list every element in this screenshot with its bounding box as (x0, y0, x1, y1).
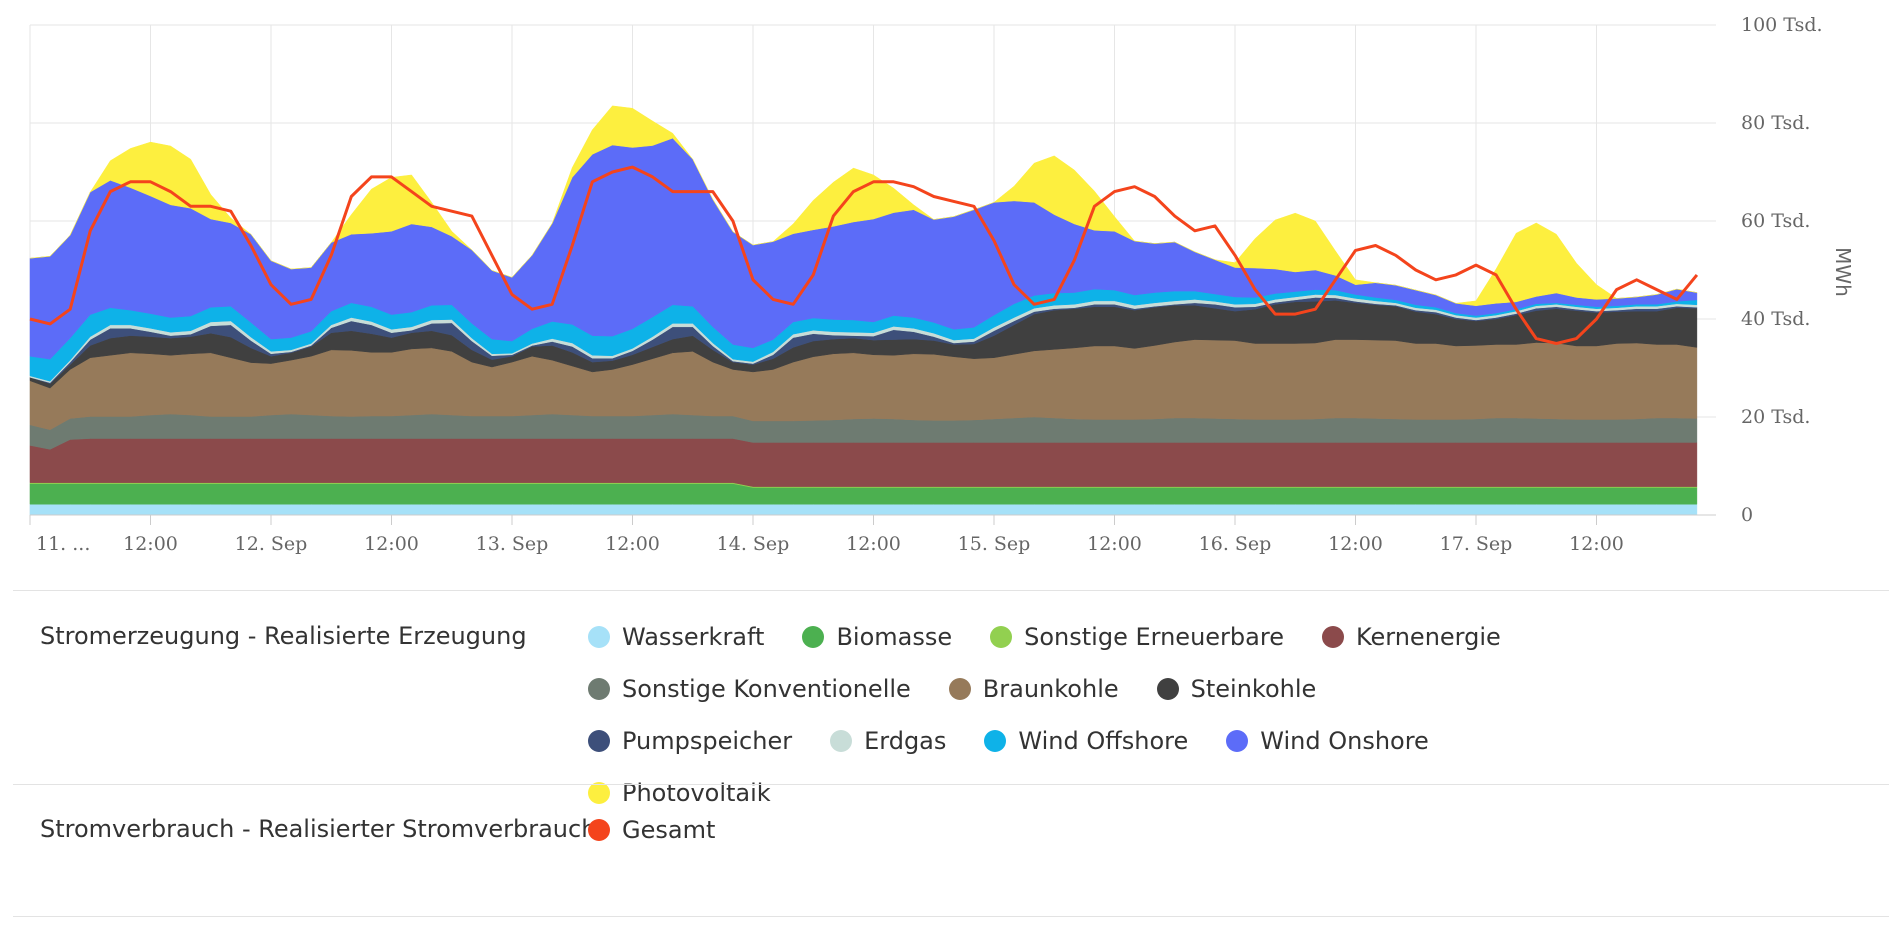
legend-dot-icon (990, 626, 1013, 648)
legend-dot-icon (1321, 626, 1344, 648)
legend-item-label: Wind Onshore (1260, 727, 1429, 755)
x-tick-label: 12:00 (1328, 533, 1383, 555)
legend-dot-icon (830, 730, 853, 752)
legend-item-sonstige-erneuerbare[interactable]: Sonstige Erneuerbare (990, 611, 1284, 663)
x-tick-label: 12:00 (1569, 533, 1624, 555)
legend-item-braunkohle[interactable]: Braunkohle (948, 663, 1119, 715)
legend-item-erdgas[interactable]: Erdgas (830, 715, 946, 767)
y-tick-label: 20 Tsd. (1741, 406, 1810, 428)
legend-dot-icon (588, 819, 610, 841)
legend-item-photovoltaik[interactable]: Photovoltaik (588, 767, 771, 819)
x-tick-label: 12:00 (123, 533, 178, 555)
legend-dot-icon (588, 730, 610, 752)
legend-item-label: Pumpspeicher (622, 727, 793, 755)
legend-item-label: Sonstige Konventionelle (622, 675, 911, 703)
legend-item-label: Braunkohle (982, 675, 1119, 703)
chart: 11. ... 12:00 12. Sep 12:00 13. Sep 12:00 14. … (29, 14, 1855, 555)
x-tick-label: 16. Sep (1199, 533, 1272, 555)
legend-item-label: Photovoltaik (622, 779, 771, 807)
legend-item-wind-onshore[interactable]: Wind Onshore (1226, 715, 1429, 767)
area-series-layer (29, 105, 1698, 516)
legend-items-consumption: Gesamt (588, 804, 1588, 856)
legend-item-wasserkraft[interactable]: Wasserkraft (588, 611, 764, 663)
axes: 11. ... 12:00 12. Sep 12:00 13. Sep 12:00 14. … (29, 14, 1823, 555)
legend-item-label: Sonstige Erneuerbare (1024, 623, 1284, 651)
legend-item-label: Erdgas (864, 727, 947, 755)
legend-item-biomasse[interactable]: Biomasse (802, 611, 952, 663)
y-tick-label: 80 Tsd. (1741, 112, 1810, 134)
legend-dot-icon (588, 782, 610, 804)
legend-item-label: Kernenergie (1355, 623, 1501, 651)
x-tick-label: 14. Sep (717, 533, 790, 555)
legend-item-gesamt[interactable]: Gesamt (588, 804, 715, 856)
legend-dot-icon (802, 626, 825, 648)
legend-item-label: Steinkohle (1190, 675, 1317, 703)
legend-dot-icon (588, 678, 610, 700)
legend-dot-icon (984, 730, 1007, 752)
area-kernenergie[interactable] (29, 438, 1698, 487)
legend-item-pumpspeicher[interactable]: Pumpspeicher (588, 715, 792, 767)
line-gesamt[interactable] (29, 165, 1699, 345)
area-wasserkraft[interactable] (29, 503, 1698, 516)
legend-item-label: Wasserkraft (622, 623, 765, 651)
x-tick-label: 15. Sep (958, 533, 1031, 555)
legend-item-steinkohle[interactable]: Steinkohle (1156, 663, 1317, 715)
legend-dot-icon (1156, 678, 1179, 700)
x-tick-label: 17. Sep (1440, 533, 1513, 555)
y-tick-label: 40 Tsd. (1741, 308, 1810, 330)
divider (13, 916, 1889, 917)
divider (13, 784, 1889, 785)
y-axis-label: MWh (1831, 247, 1855, 297)
legend-dot-icon (1226, 730, 1249, 752)
y-tick-label: 0 (1741, 504, 1753, 526)
x-tick-label: 12:00 (364, 533, 419, 555)
legend-group-label-generation: Stromerzeugung - Realisierte Erzeugung (40, 622, 527, 650)
legend-dot-icon (588, 626, 610, 648)
x-tick-label: 12:00 (1087, 533, 1142, 555)
y-tick-label: 60 Tsd. (1741, 210, 1810, 232)
divider (13, 590, 1889, 591)
line-series-layer (29, 165, 1699, 345)
legend-item-sonstige-konventionelle[interactable]: Sonstige Konventionelle (588, 663, 911, 715)
legend-item-label: Gesamt (622, 816, 716, 844)
legend-item-label: Wind Offshore (1018, 727, 1189, 755)
legend-items-generation: Wasserkraft Biomasse Sonstige Erneuerbare K… (588, 611, 1588, 819)
y-tick-label: 100 Tsd. (1741, 14, 1823, 36)
x-tick-label: 12:00 (846, 533, 901, 555)
x-tick-label: 12. Sep (235, 533, 308, 555)
x-tick-label: 13. Sep (476, 533, 549, 555)
legend-item-label: Biomasse (836, 623, 953, 651)
legend-item-kernenergie[interactable]: Kernenergie (1321, 611, 1501, 663)
x-tick-label: 11. ... (36, 533, 90, 555)
legend-group-label-consumption: Stromverbrauch - Realisierter Stromverbr… (40, 815, 597, 843)
area-photovoltaik[interactable] (29, 105, 1697, 307)
legend-item-wind-offshore[interactable]: Wind Offshore (984, 715, 1188, 767)
legend-dot-icon (948, 678, 971, 700)
x-tick-label: 12:00 (605, 533, 660, 555)
